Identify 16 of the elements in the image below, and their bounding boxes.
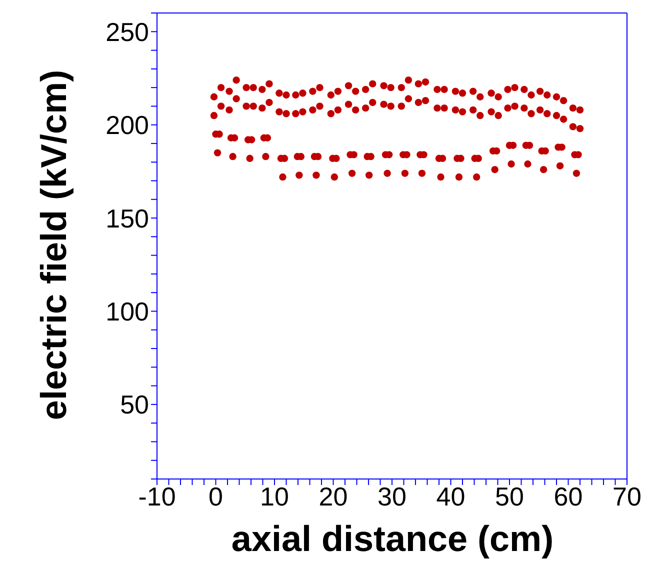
- x-tick-label: 30: [378, 481, 406, 512]
- x-tick-label: 10: [260, 481, 289, 512]
- x-tick-label: -10: [138, 481, 176, 512]
- x-tick-label: 60: [554, 481, 583, 512]
- y-tick-label: 250: [106, 16, 149, 47]
- x-tick-label: 70: [612, 481, 642, 512]
- y-tick-label: 50: [120, 390, 149, 420]
- y-tick-label: 100: [106, 296, 149, 326]
- x-tick-label: 40: [436, 481, 466, 512]
- y-tick-label: 200: [106, 110, 149, 140]
- x-tick-label: 0: [208, 481, 223, 512]
- x-tick-label: 20: [318, 481, 348, 512]
- x-tick-label: 50: [495, 481, 524, 512]
- x-axis-title: axial distance (cm): [230, 518, 555, 560]
- y-tick-label: 150: [106, 203, 149, 234]
- y-axis-title: electric field (kV/cm): [33, 70, 75, 420]
